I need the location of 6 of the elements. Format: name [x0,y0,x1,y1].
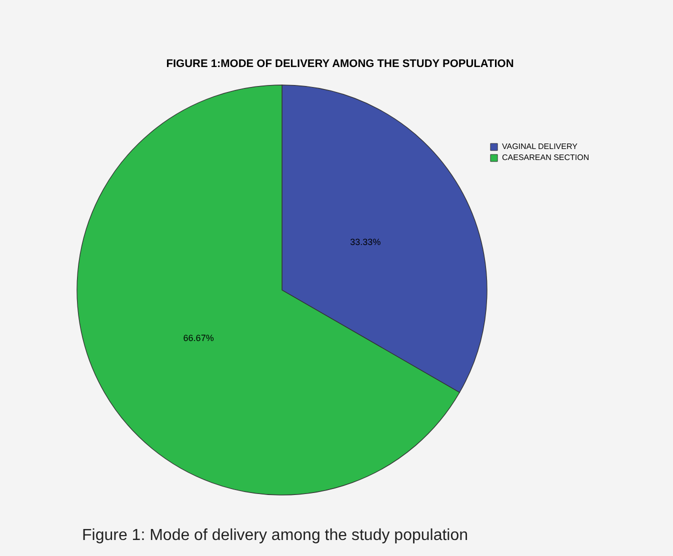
caption: Figure 1: Mode of delivery among the study population [82,527,468,544]
legend-label: VAGINAL DELIVERY [502,142,578,151]
legend-label: CAESAREAN SECTION [502,153,590,162]
chart-title: FIGURE 1:MODE OF DELIVERY AMONG THE STUDY POPULATION [166,58,514,70]
data-label: 66.67% [183,333,214,344]
data-label: 33.33% [350,236,381,247]
